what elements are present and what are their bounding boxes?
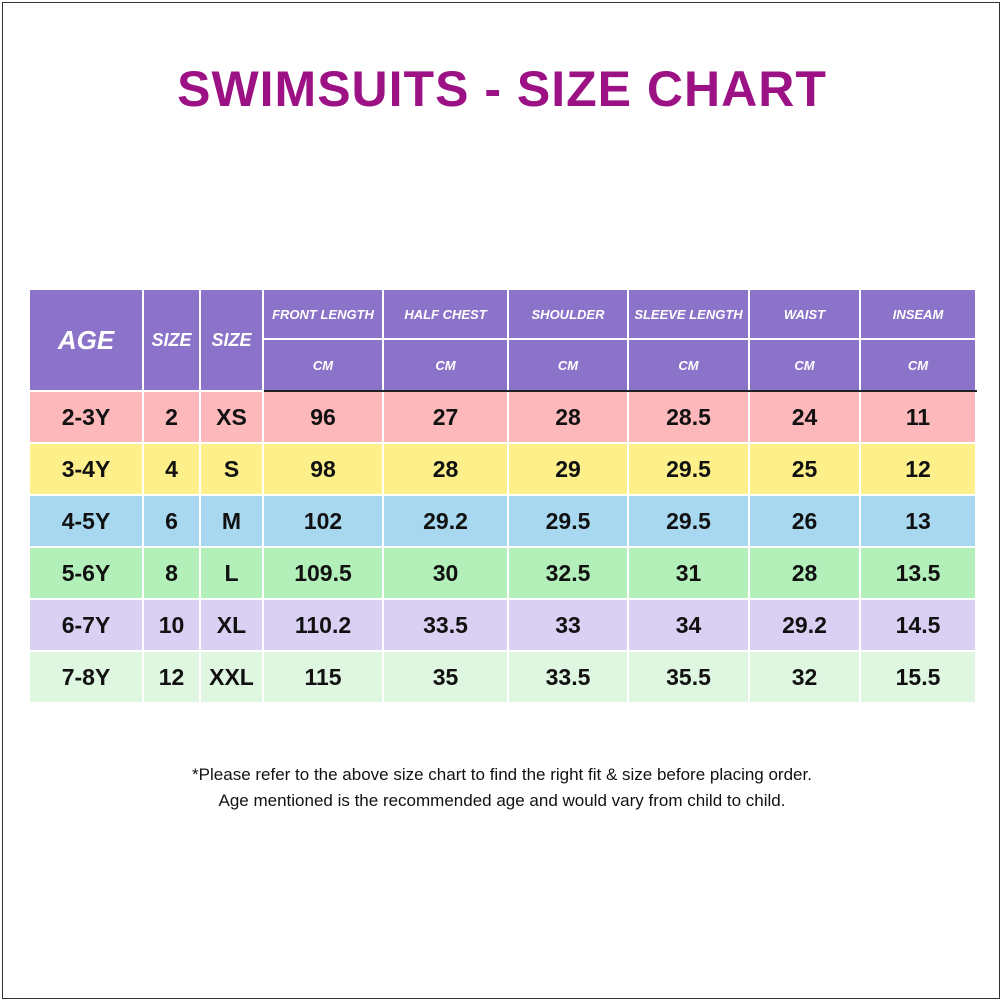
unit-cell: CM — [262, 338, 384, 392]
table-body: 2-3Y 2 XS 96 27 28 28.5 24 11 3-4Y 4 S 98 28 29 29.5 25 1… — [28, 390, 977, 704]
table-cell: 33.5 — [507, 650, 629, 704]
table-cell: S — [199, 442, 264, 496]
table-cell: 29.5 — [507, 494, 629, 548]
table-cell: 15.5 — [859, 650, 977, 704]
table-cell: 29.2 — [382, 494, 509, 548]
header-age: AGE — [28, 288, 144, 392]
table-cell: 24 — [748, 390, 861, 444]
header-shoulder: SHOULDER — [507, 288, 629, 340]
table-cell: 11 — [859, 390, 977, 444]
table-cell: 32 — [748, 650, 861, 704]
table-cell: XXL — [199, 650, 264, 704]
header-sleeve-length: SLEEVE LENGTH — [627, 288, 750, 340]
table-cell: 12 — [142, 650, 201, 704]
table-cell: 33 — [507, 598, 629, 652]
unit-cell: CM — [382, 338, 509, 392]
unit-cell: CM — [748, 338, 861, 392]
table-cell: XL — [199, 598, 264, 652]
table-cell: 3-4Y — [28, 442, 144, 496]
header-half-chest: HALF CHEST — [382, 288, 509, 340]
table-cell: 10 — [142, 598, 201, 652]
table-cell: 35.5 — [627, 650, 750, 704]
table-cell: 4-5Y — [28, 494, 144, 548]
table-cell: 31 — [627, 546, 750, 600]
table-cell: 2 — [142, 390, 201, 444]
unit-cell: CM — [627, 338, 750, 392]
table-cell: 98 — [262, 442, 384, 496]
table-cell: 30 — [382, 546, 509, 600]
footnote: *Please refer to the above size chart to… — [0, 762, 1004, 814]
unit-row: CM CM CM CM CM CM — [29, 338, 977, 392]
header-waist: WAIST — [748, 288, 861, 340]
table-row: 2-3Y 2 XS 96 27 28 28.5 24 11 — [28, 390, 977, 444]
header-size-number: SIZE — [142, 288, 201, 392]
table-cell: 29.5 — [627, 442, 750, 496]
table-cell: 96 — [262, 390, 384, 444]
table-cell: 109.5 — [262, 546, 384, 600]
table-row: 7-8Y 12 XXL 115 35 33.5 35.5 32 15.5 — [28, 650, 977, 704]
table-cell: 13 — [859, 494, 977, 548]
table-cell: 33.5 — [382, 598, 509, 652]
table-cell: 6-7Y — [28, 598, 144, 652]
table-row: 3-4Y 4 S 98 28 29 29.5 25 12 — [28, 442, 977, 496]
table-cell: XS — [199, 390, 264, 444]
header-size-letter: SIZE — [199, 288, 264, 392]
table-cell: 35 — [382, 650, 509, 704]
table-row: 4-5Y 6 M 102 29.2 29.5 29.5 26 13 — [28, 494, 977, 548]
table-cell: 32.5 — [507, 546, 629, 600]
table-cell: 25 — [748, 442, 861, 496]
table-cell: 28.5 — [627, 390, 750, 444]
table-cell: 34 — [627, 598, 750, 652]
table-cell: 29.5 — [627, 494, 750, 548]
table-cell: 8 — [142, 546, 201, 600]
table-cell: 13.5 — [859, 546, 977, 600]
header-row: AGE SIZE SIZE FRONT LENGTH HALF CHEST SH… — [28, 288, 977, 392]
footnote-line-1: *Please refer to the above size chart to… — [192, 765, 812, 784]
footnote-line-2: Age mentioned is the recommended age and… — [218, 791, 786, 810]
header-inseam: INSEAM — [859, 288, 977, 340]
table-cell: M — [199, 494, 264, 548]
header-front-length: FRONT LENGTH — [262, 288, 384, 340]
size-chart-table: AGE SIZE SIZE FRONT LENGTH HALF CHEST SH… — [28, 288, 977, 704]
page-title: SWIMSUITS - SIZE CHART — [177, 61, 827, 117]
table-cell: 14.5 — [859, 598, 977, 652]
table-cell: 27 — [382, 390, 509, 444]
table-cell: 6 — [142, 494, 201, 548]
table-cell: 5-6Y — [28, 546, 144, 600]
table-cell: 102 — [262, 494, 384, 548]
table-cell: 2-3Y — [28, 390, 144, 444]
table-cell: 28 — [507, 390, 629, 444]
unit-cell: CM — [507, 338, 629, 392]
unit-cell: CM — [859, 338, 977, 392]
table-cell: 28 — [382, 442, 509, 496]
table-cell: 29 — [507, 442, 629, 496]
table-cell: 4 — [142, 442, 201, 496]
table-cell: 29.2 — [748, 598, 861, 652]
table-row: 6-7Y 10 XL 110.2 33.5 33 34 29.2 14.5 — [28, 598, 977, 652]
table-cell: 115 — [262, 650, 384, 704]
table-cell: L — [199, 546, 264, 600]
table-cell: 28 — [748, 546, 861, 600]
table-row: 5-6Y 8 L 109.5 30 32.5 31 28 13.5 — [28, 546, 977, 600]
table-cell: 7-8Y — [28, 650, 144, 704]
table-cell: 26 — [748, 494, 861, 548]
table-cell: 12 — [859, 442, 977, 496]
table-cell: 110.2 — [262, 598, 384, 652]
